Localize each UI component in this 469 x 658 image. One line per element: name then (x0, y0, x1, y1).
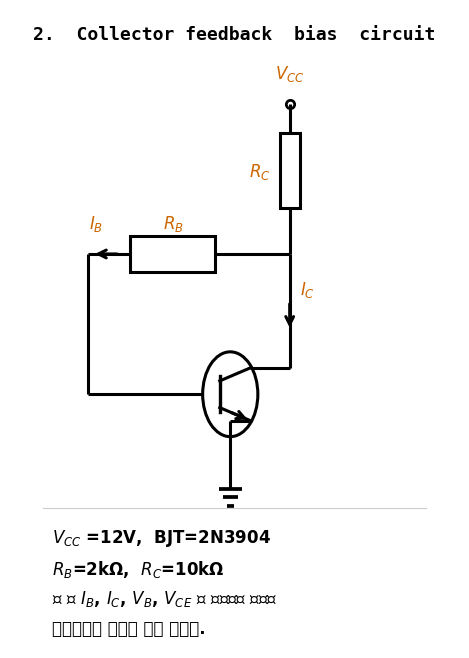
Text: 시물레이션 결과를 제시 하시오.: 시물레이션 결과를 제시 하시오. (52, 620, 205, 638)
Text: $V_{CC}$ =12V,  BJT=2N3904: $V_{CC}$ =12V, BJT=2N3904 (52, 528, 271, 549)
Text: $R_B$=2kΩ,  $R_C$=10kΩ: $R_B$=2kΩ, $R_C$=10kΩ (52, 559, 225, 580)
Text: $R_B$: $R_B$ (163, 215, 183, 234)
Bar (280, 134, 300, 209)
Bar (130, 236, 215, 272)
Text: $R_C$: $R_C$ (249, 163, 271, 182)
Text: 일 때 $I_B$, $I_C$, $V_B$, $V_{CE}$ 를 계산하여 구하고: 일 때 $I_B$, $I_C$, $V_B$, $V_{CE}$ 를 계산하여… (52, 590, 277, 609)
Text: $I_C$: $I_C$ (300, 280, 315, 300)
Text: 2.  Collector feedback  bias  circuit: 2. Collector feedback bias circuit (33, 26, 436, 43)
Text: $I_B$: $I_B$ (90, 215, 104, 234)
Text: $V_{CC}$: $V_{CC}$ (275, 64, 304, 84)
